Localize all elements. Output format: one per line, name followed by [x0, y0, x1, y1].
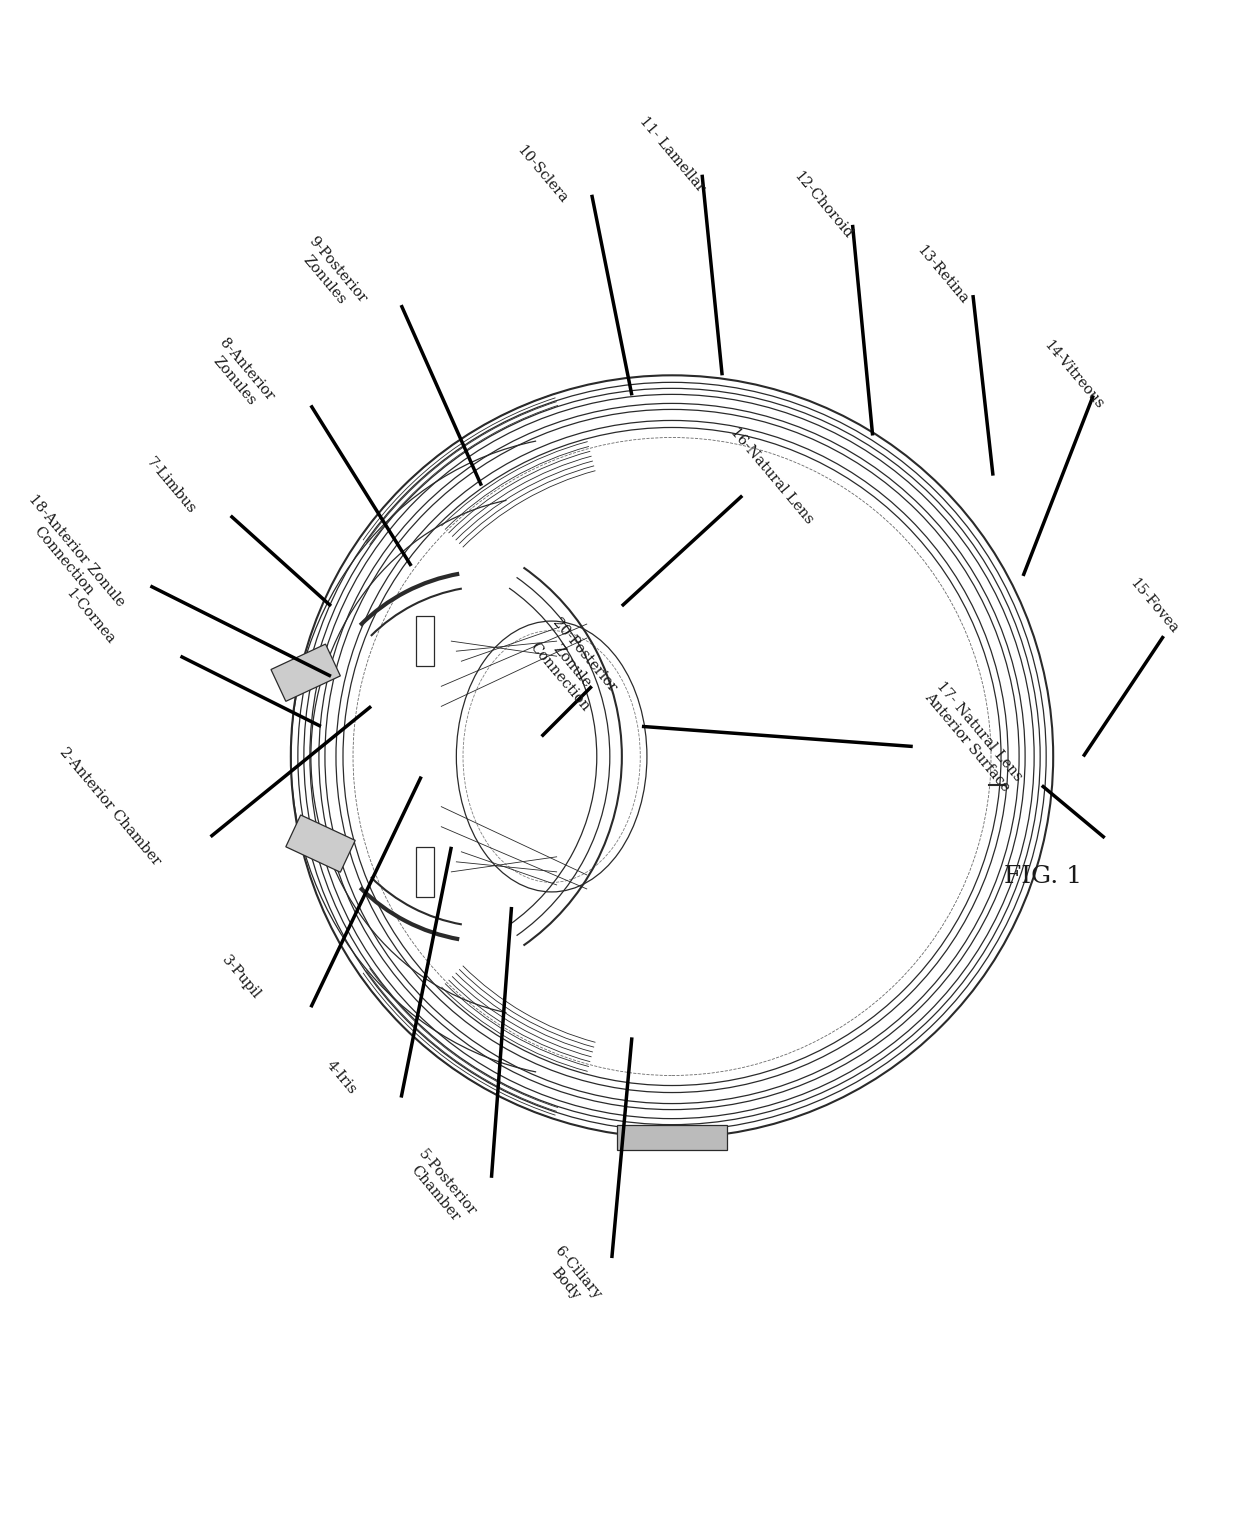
- Text: 6-Ciliary
Body: 6-Ciliary Body: [539, 1244, 604, 1312]
- Text: 13-Retina: 13-Retina: [914, 244, 971, 307]
- Text: FIG. 1: FIG. 1: [1004, 865, 1083, 888]
- Bar: [417, 847, 434, 897]
- Text: 11- Lamellar: 11- Lamellar: [636, 115, 708, 195]
- Text: 20-Posterior
Zonule
Connection: 20-Posterior Zonule Connection: [525, 616, 619, 716]
- Text: 14-Vitreous: 14-Vitreous: [1040, 339, 1106, 412]
- Bar: [616, 1124, 727, 1150]
- Text: 15-Fovea: 15-Fovea: [1127, 576, 1180, 637]
- Bar: [272, 645, 340, 702]
- Text: 1-Cornea: 1-Cornea: [63, 586, 118, 646]
- Text: 2-Anterior Chamber: 2-Anterior Chamber: [57, 744, 164, 868]
- Text: 17- Natural Lens
Anterior Surface: 17- Natural Lens Anterior Surface: [921, 679, 1024, 794]
- Text: 18-Anterior Zonule
Connection: 18-Anterior Zonule Connection: [14, 492, 128, 620]
- Text: 9-Posterior
Zonules: 9-Posterior Zonules: [293, 235, 368, 316]
- Bar: [417, 616, 434, 666]
- Text: 4-Iris: 4-Iris: [322, 1058, 358, 1097]
- Text: 7-Limbus: 7-Limbus: [143, 455, 198, 516]
- Text: 10-Sclera: 10-Sclera: [513, 144, 569, 206]
- Text: 16-Natural Lens: 16-Natural Lens: [728, 425, 816, 527]
- Bar: [285, 816, 355, 871]
- Text: 3-Pupil: 3-Pupil: [218, 953, 263, 1002]
- Text: 5-Posterior
Chamber: 5-Posterior Chamber: [403, 1147, 479, 1229]
- Text: 8-Anterior
Zonules: 8-Anterior Zonules: [205, 336, 277, 415]
- Text: 12-Choroid: 12-Choroid: [790, 168, 854, 241]
